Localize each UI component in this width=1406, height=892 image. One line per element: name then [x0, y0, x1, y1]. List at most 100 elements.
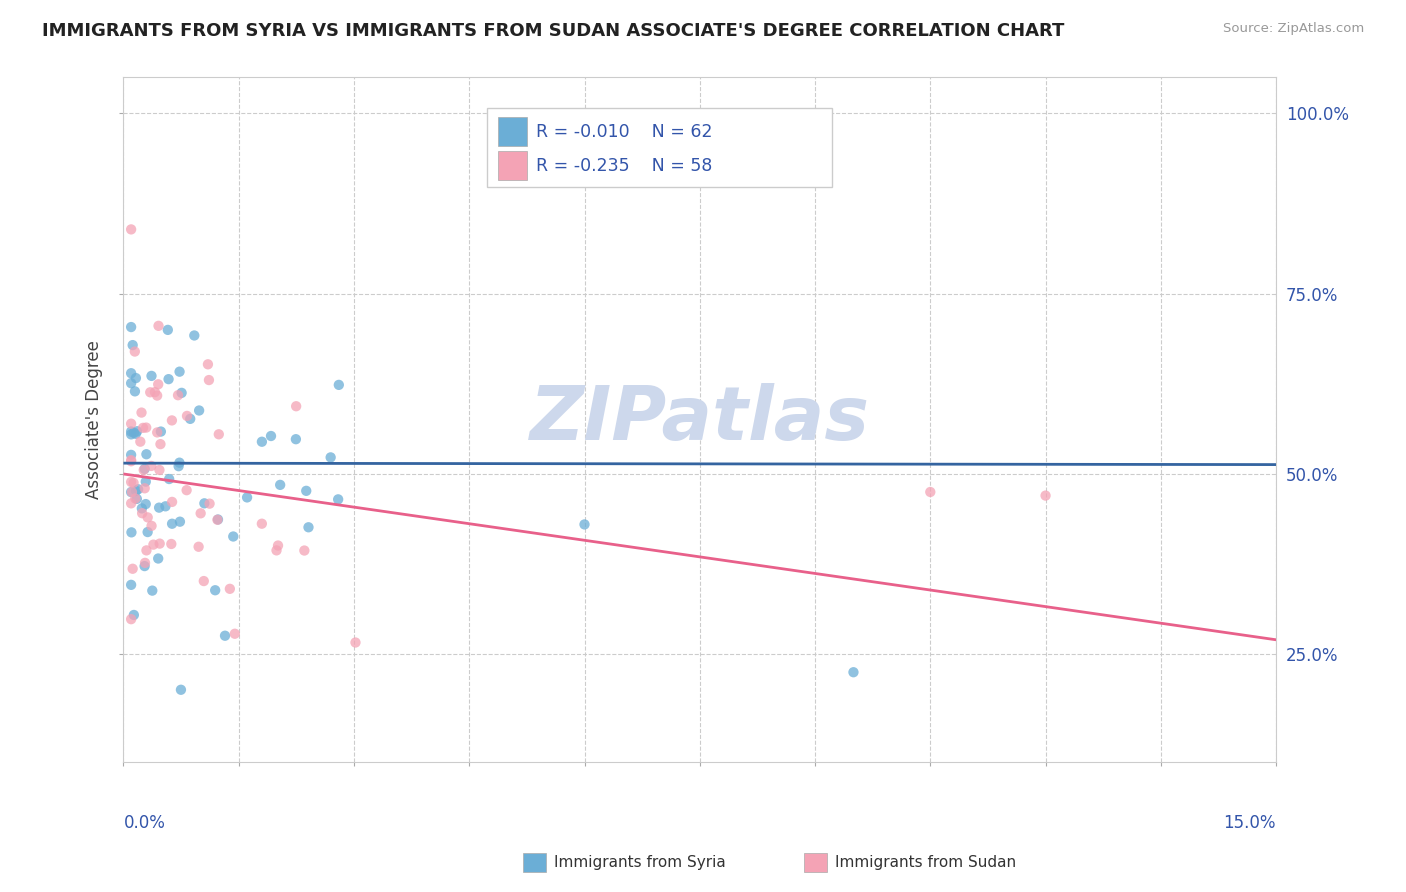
Point [160, 413, 183, 427]
Point [141, 458, 163, 473]
Point [146, 388, 169, 402]
Point [148, 500, 170, 515]
Point [120, 454, 142, 468]
Point [285, 399, 308, 413]
Text: R = -0.010    N = 62: R = -0.010 N = 62 [536, 122, 713, 141]
Point [157, 472, 180, 486]
Point [292, 543, 315, 558]
Text: R = -0.235    N = 58: R = -0.235 N = 58 [536, 157, 713, 175]
Text: Immigrants from Syria: Immigrants from Syria [554, 855, 725, 870]
Point [120, 475, 142, 489]
Point [284, 432, 307, 446]
Text: 15.0%: 15.0% [1223, 814, 1277, 832]
Point [193, 496, 215, 510]
Point [266, 543, 288, 558]
Point [135, 543, 157, 558]
Point [129, 434, 152, 449]
Point [319, 450, 342, 465]
Point [208, 427, 231, 442]
Point [125, 491, 148, 506]
Point [218, 582, 240, 596]
Point [120, 578, 142, 592]
Point [169, 365, 191, 379]
Point [344, 635, 367, 649]
Point [120, 485, 142, 500]
Point [236, 491, 259, 505]
Point [124, 384, 146, 399]
Point [127, 424, 149, 438]
Point [120, 425, 142, 439]
Point [120, 366, 142, 380]
Point [135, 447, 157, 461]
Point [250, 434, 273, 449]
Point [141, 519, 163, 533]
Text: ZIPatlas: ZIPatlas [530, 384, 870, 457]
Point [190, 506, 212, 520]
Point [176, 483, 198, 498]
Point [269, 478, 291, 492]
Point [267, 539, 290, 553]
Point [135, 420, 157, 434]
Point [188, 403, 211, 417]
Point [842, 665, 865, 680]
Point [120, 496, 142, 510]
Point [131, 406, 153, 420]
Point [122, 607, 145, 622]
Point [131, 501, 153, 516]
Point [160, 495, 183, 509]
Point [136, 524, 159, 539]
Point [121, 562, 143, 576]
Point [160, 537, 183, 551]
Point [141, 583, 163, 598]
Point [224, 626, 246, 640]
Point [120, 320, 142, 334]
Point [1035, 489, 1057, 503]
Text: 0.0%: 0.0% [124, 814, 166, 832]
Point [125, 426, 148, 441]
Point [176, 409, 198, 423]
Point [121, 485, 143, 500]
Point [135, 475, 157, 489]
Point [169, 456, 191, 470]
Point [121, 338, 143, 352]
Point [156, 323, 179, 337]
Bar [498, 117, 527, 146]
Point [132, 421, 155, 435]
Point [204, 583, 226, 598]
Point [125, 483, 148, 498]
Point [170, 385, 193, 400]
Point [124, 344, 146, 359]
Point [169, 515, 191, 529]
Point [187, 540, 209, 554]
Point [167, 459, 190, 474]
Point [155, 500, 177, 514]
Point [198, 497, 221, 511]
Point [193, 574, 215, 588]
Point [328, 377, 350, 392]
Point [124, 491, 146, 506]
Point [149, 437, 172, 451]
Point [127, 482, 149, 496]
Point [148, 551, 170, 566]
Point [120, 525, 142, 540]
Point [132, 463, 155, 477]
Point [120, 612, 142, 626]
Point [120, 427, 142, 442]
Point [122, 475, 145, 490]
Point [260, 429, 283, 443]
Point [134, 462, 156, 476]
Point [143, 385, 166, 400]
Point [135, 497, 157, 511]
Point [197, 357, 219, 371]
Point [148, 318, 170, 333]
Point [146, 425, 169, 440]
Point [160, 516, 183, 531]
Point [122, 425, 145, 440]
Point [179, 412, 201, 426]
Point [157, 372, 180, 386]
Point [120, 453, 142, 467]
Point [149, 425, 172, 439]
Text: Source: ZipAtlas.com: Source: ZipAtlas.com [1223, 22, 1364, 36]
Point [207, 512, 229, 526]
Point [328, 492, 350, 507]
